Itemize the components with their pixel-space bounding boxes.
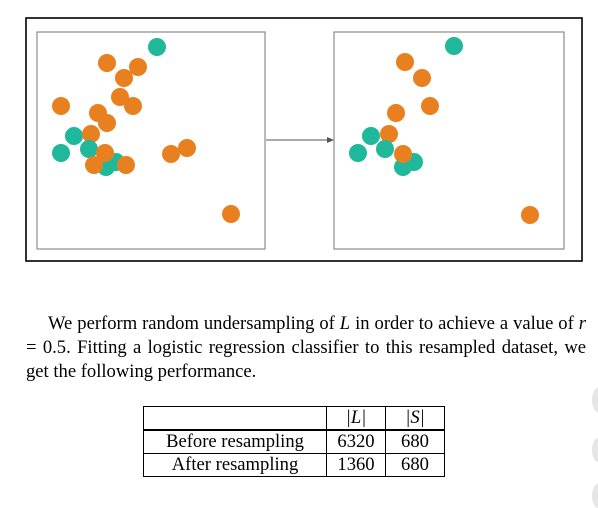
left-point-orange [115,69,133,87]
math-L: L [339,312,351,334]
left-point-teal [80,140,98,158]
left-point-teal [148,38,166,56]
margin-mark-3 [592,484,598,508]
left-point-orange [98,54,116,72]
left-point-orange [96,144,114,162]
left-point-orange [117,156,135,174]
left-point-orange [85,156,103,174]
right-point-orange [413,69,431,87]
resampling-figure [25,17,583,262]
figure-outer-border [25,17,583,262]
body-paragraph: We perform random undersampling of L in … [26,312,586,384]
right-panel-frame [333,31,565,250]
right-point-orange [521,206,539,224]
right-point-orange [421,97,439,115]
table-row: Before resampling 6320 680 [143,429,445,454]
performance-table: |L| |S| Before resampling 6320 680 After… [143,406,445,477]
left-point-orange [129,58,147,76]
right-point-teal [445,37,463,55]
right-panel-points [349,37,539,224]
left-point-orange [82,125,100,143]
header-blank-cell [143,406,327,431]
performance-table-wrap: |L| |S| Before resampling 6320 680 After… [143,406,445,477]
margin-mark-1 [592,388,598,412]
paragraph-text-3: = 0.5. Fitting a logistic regression cla… [26,336,586,382]
row-label-after: After resampling [143,453,327,477]
left-panel-points [52,38,240,223]
cell-before-L: 6320 [326,429,386,454]
right-point-orange [394,145,412,163]
table-header-row: |L| |S| [143,406,445,431]
right-point-teal [362,127,380,145]
left-point-orange [222,205,240,223]
arrow-head-icon [327,137,334,143]
cell-before-S: 680 [385,429,445,454]
math-r: r [578,312,586,334]
right-point-orange [387,104,405,122]
paragraph-text-1: We perform random undersampling of [48,312,340,334]
left-point-orange [162,145,180,163]
left-point-orange [52,97,70,115]
row-label-before: Before resampling [143,429,327,454]
right-point-teal [349,144,367,162]
left-panel-frame [36,31,266,250]
left-point-teal [65,127,83,145]
cell-after-S: 680 [385,453,445,477]
paragraph-text-2: in order to achieve a value of [350,312,579,334]
left-point-orange [111,88,129,106]
right-point-orange [396,53,414,71]
cell-after-L: 1360 [326,453,386,477]
right-point-teal [376,140,394,158]
left-point-orange [98,114,116,132]
left-point-orange [178,139,196,157]
header-S-size: |S| [385,406,445,431]
header-L-size: |L| [326,406,386,431]
right-point-orange [380,125,398,143]
left-point-teal [52,144,70,162]
left-point-orange [124,97,142,115]
table-row: After resampling 1360 680 [143,453,445,477]
margin-mark-2 [592,438,598,462]
